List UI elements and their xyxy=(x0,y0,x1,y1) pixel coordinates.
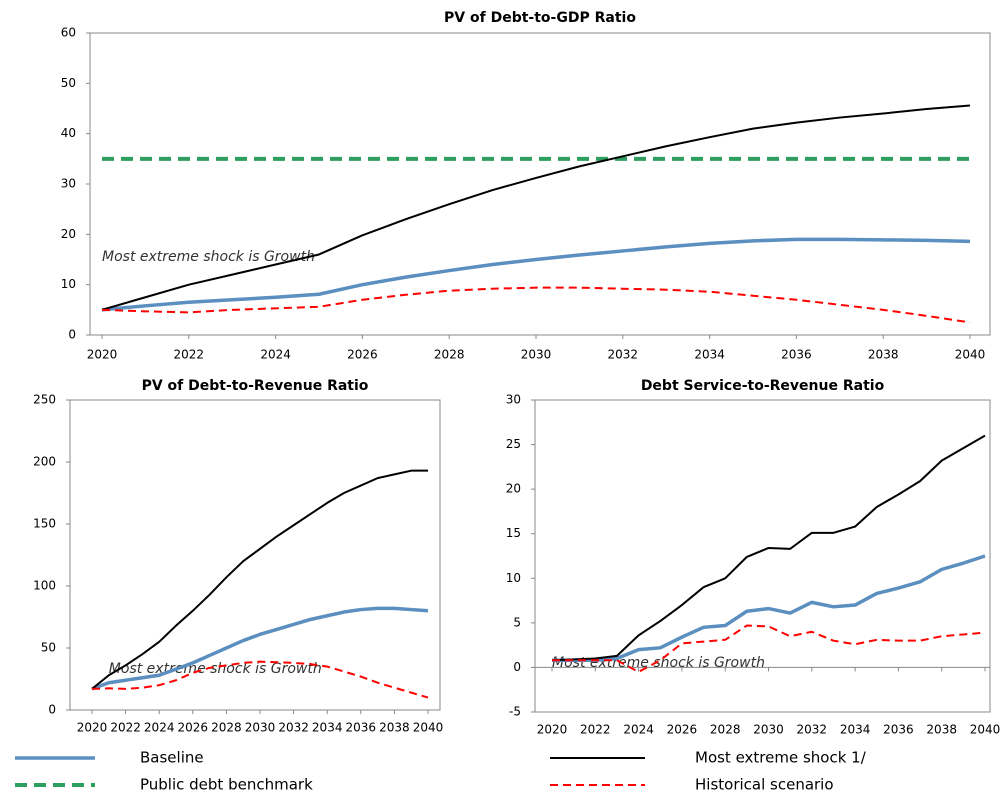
y-tick-label: 30 xyxy=(506,393,521,407)
series-line xyxy=(552,554,986,663)
x-tick-label: 2020 xyxy=(87,348,118,362)
x-tick-label: 2040 xyxy=(970,723,1000,737)
plot-frame xyxy=(69,399,441,711)
legend-label: Most extreme shock 1/ xyxy=(695,749,867,767)
x-tick-label: 2036 xyxy=(346,721,377,735)
annotation: Most extreme shock is Growth xyxy=(102,249,315,265)
series-line xyxy=(552,624,986,673)
x-tick-label: 2038 xyxy=(868,348,899,362)
x-tick-label: 2036 xyxy=(883,723,914,737)
x-tick-label: 2034 xyxy=(840,723,871,737)
y-tick-label: -5 xyxy=(509,705,521,719)
x-tick-label: 2028 xyxy=(710,723,741,737)
y-tick-label: 250 xyxy=(33,393,56,407)
series-line xyxy=(91,606,429,691)
y-tick-label: 50 xyxy=(61,76,76,90)
x-tick-label: 2038 xyxy=(926,723,957,737)
x-tick-label: 2020 xyxy=(77,721,108,735)
x-tick-label: 2034 xyxy=(312,721,343,735)
legend-label: Baseline xyxy=(140,749,204,767)
x-tick-label: 2028 xyxy=(211,721,242,735)
x-tick-label: 2028 xyxy=(434,348,465,362)
y-tick-label: 50 xyxy=(41,641,56,655)
y-tick-label: 40 xyxy=(61,126,76,140)
y-tick-label: 25 xyxy=(506,437,521,451)
x-tick-label: 2026 xyxy=(347,348,378,362)
y-tick-label: 5 xyxy=(513,615,521,629)
series-line xyxy=(551,434,986,662)
x-tick-label: 2026 xyxy=(667,723,698,737)
y-tick-label: 200 xyxy=(33,455,56,469)
series-line xyxy=(91,660,429,699)
annotation: Most extreme shock is Growth xyxy=(552,655,765,671)
y-tick-label: 100 xyxy=(33,579,56,593)
chart-title: PV of Debt-to-GDP Ratio xyxy=(444,10,636,26)
x-tick-label: 2030 xyxy=(753,723,784,737)
x-tick-label: 2020 xyxy=(537,723,568,737)
x-tick-label: 2024 xyxy=(260,348,291,362)
x-tick-label: 2024 xyxy=(144,721,175,735)
y-tick-label: 10 xyxy=(61,277,76,291)
legend-label: Public debt benchmark xyxy=(140,776,313,793)
chart-title: PV of Debt-to-Revenue Ratio xyxy=(142,378,369,394)
y-tick-label: 60 xyxy=(61,26,76,40)
y-tick-label: 15 xyxy=(506,526,521,540)
x-tick-label: 2034 xyxy=(694,348,725,362)
plot-frame xyxy=(89,32,991,336)
legend-label: Historical scenario xyxy=(695,776,834,793)
x-tick-label: 2022 xyxy=(580,723,611,737)
chart-title: Debt Service-to-Revenue Ratio xyxy=(641,378,885,394)
x-tick-label: 2022 xyxy=(110,721,141,735)
x-tick-label: 2030 xyxy=(245,721,276,735)
series-line xyxy=(101,237,971,312)
x-tick-label: 2040 xyxy=(955,348,986,362)
x-tick-label: 2022 xyxy=(174,348,205,362)
y-tick-label: 0 xyxy=(48,703,56,717)
y-tick-label: 10 xyxy=(506,571,521,585)
x-tick-label: 2024 xyxy=(623,723,654,737)
x-tick-label: 2030 xyxy=(521,348,552,362)
y-tick-label: 20 xyxy=(61,227,76,241)
x-tick-label: 2032 xyxy=(797,723,828,737)
x-tick-label: 2038 xyxy=(379,721,410,735)
series-line xyxy=(101,104,971,311)
y-tick-label: 20 xyxy=(506,482,521,496)
series-line xyxy=(91,469,428,690)
y-tick-label: 30 xyxy=(61,177,76,191)
y-tick-label: 0 xyxy=(68,328,76,342)
series-line xyxy=(101,286,971,324)
x-tick-label: 2032 xyxy=(608,348,639,362)
plot-frame xyxy=(534,399,991,713)
y-tick-label: 150 xyxy=(33,517,56,531)
x-tick-label: 2032 xyxy=(278,721,309,735)
x-tick-label: 2040 xyxy=(413,721,444,735)
x-tick-label: 2036 xyxy=(781,348,812,362)
y-tick-label: 0 xyxy=(513,660,521,674)
x-tick-label: 2026 xyxy=(178,721,209,735)
